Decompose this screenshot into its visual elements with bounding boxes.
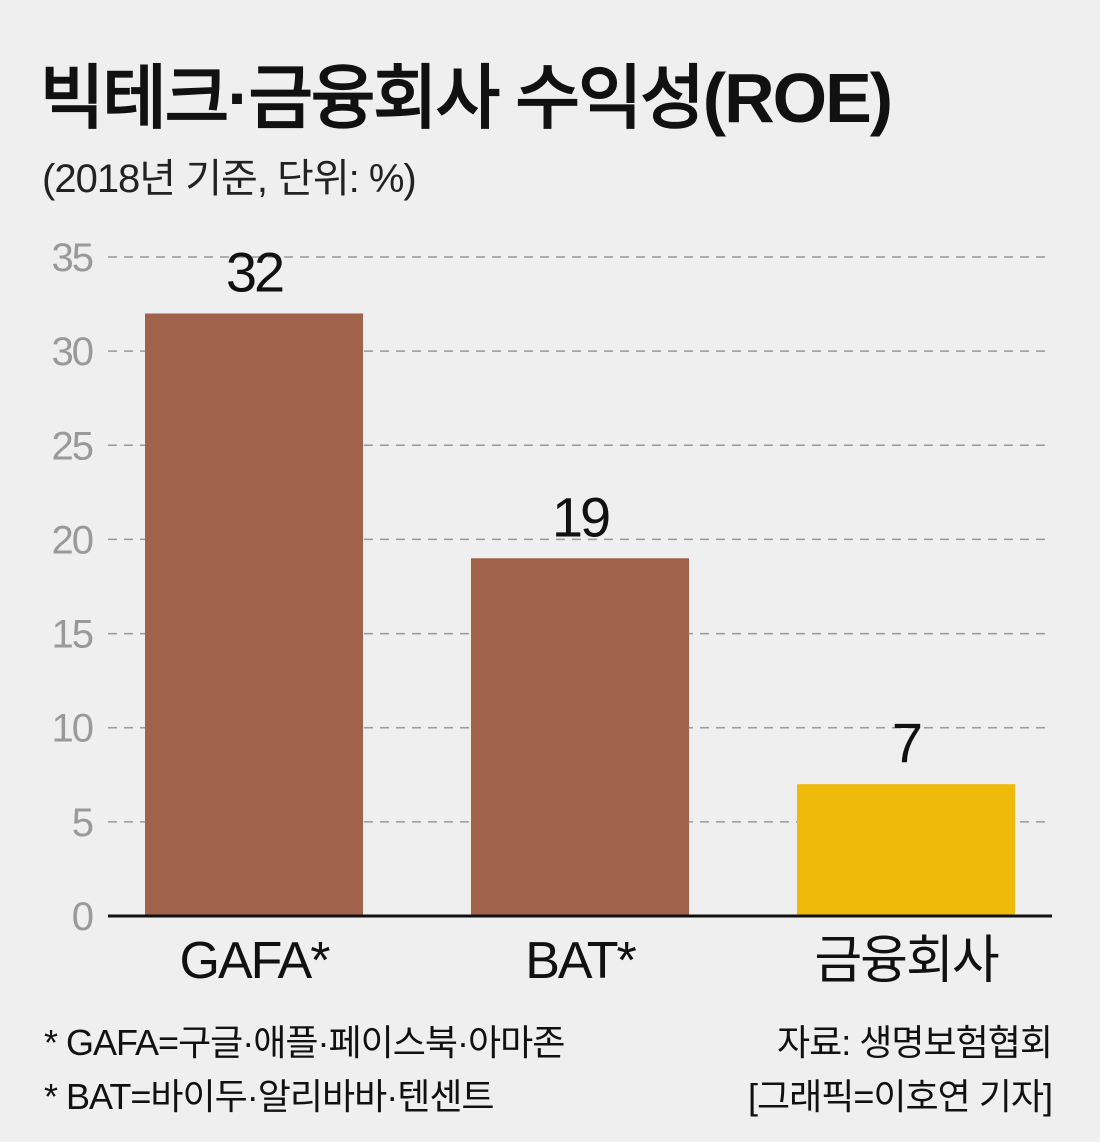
data-label: 19 bbox=[552, 485, 609, 548]
y-tick-label: 5 bbox=[72, 801, 93, 845]
bar-1 bbox=[145, 313, 363, 916]
chart-subtitle: (2018년 기준, 단위: %) bbox=[42, 157, 417, 201]
data-label: 7 bbox=[892, 711, 921, 774]
y-tick-label: 30 bbox=[52, 330, 93, 374]
y-tick-label: 15 bbox=[52, 613, 93, 657]
y-tick-label: 35 bbox=[52, 236, 93, 280]
footnote-gafa: * GAFA=구글·애플·페이스북·아마존 bbox=[44, 1022, 565, 1063]
y-tick-label: 0 bbox=[72, 895, 93, 939]
data-label: 32 bbox=[226, 240, 283, 303]
x-category-label: GAFA* bbox=[180, 932, 331, 990]
x-category-label: 금융회사 bbox=[814, 932, 999, 990]
bar-3 bbox=[797, 784, 1015, 916]
y-tick-label: 25 bbox=[52, 424, 93, 468]
y-tick-label: 10 bbox=[52, 707, 93, 751]
graphic-credit: [그래픽=이호연 기자] bbox=[748, 1076, 1053, 1117]
source-note: 자료: 생명보험협회 bbox=[777, 1022, 1053, 1063]
x-category-label: BAT* bbox=[525, 932, 636, 990]
y-tick-label: 20 bbox=[52, 518, 93, 562]
footnote-bat: * BAT=바이두·알리바바·텐센트 bbox=[44, 1076, 495, 1117]
bar-2 bbox=[471, 558, 689, 916]
chart-title: 빅테크·금융회사 수익성(ROE) bbox=[40, 59, 893, 137]
